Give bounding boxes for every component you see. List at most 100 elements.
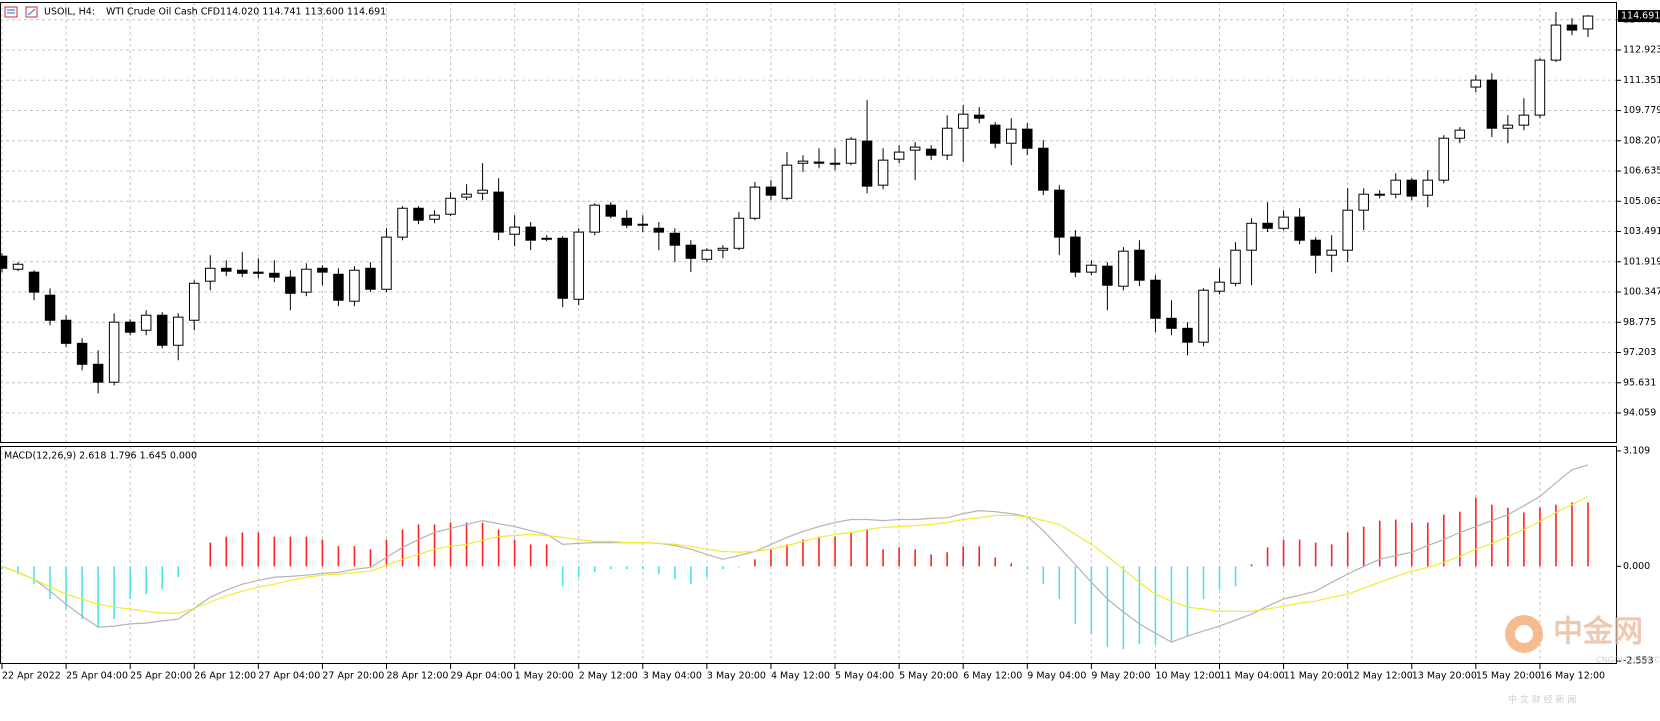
y-tick-label: 109.779 [1623, 105, 1660, 116]
x-tick-label: 26 Apr 12:00 [194, 671, 256, 682]
candle-body [685, 244, 697, 259]
ohlc: 114.020 114.741 113.600 114.691 [220, 7, 386, 18]
candle-body [349, 269, 360, 302]
candle-body [493, 191, 504, 233]
candle-body [365, 267, 376, 290]
macd-line [1, 495, 1589, 614]
candle-body [445, 197, 456, 215]
candle-body [893, 151, 905, 160]
x-tick-label: 1 May 20:00 [515, 671, 574, 682]
candle-body [749, 186, 761, 219]
candle-body [1326, 249, 1337, 256]
candle-body [1550, 24, 1562, 61]
candle-body [1, 255, 8, 269]
candle-body [1166, 317, 1177, 329]
candle-body [1134, 249, 1145, 281]
candle-body [957, 113, 969, 129]
y-tick-label: 0.000 [1623, 561, 1650, 572]
candle-body [637, 223, 649, 226]
axes: 22 Apr 2022 25 Apr 04:00 25 Apr 20:00 26 Ap… [1, 10, 1660, 682]
x-tick-label: 5 May 20:00 [899, 671, 958, 682]
candle-body [317, 267, 328, 273]
candle-body [1214, 281, 1225, 292]
candle-body [1390, 179, 1401, 195]
candle-body [381, 236, 392, 290]
candle-body [717, 247, 729, 251]
candle-body [285, 276, 296, 294]
x-tick-label: 3 May 04:00 [643, 671, 702, 682]
x-tick-label: 28 Apr 12:00 [386, 671, 448, 682]
x-tick-label: 16 May 12:00 [1540, 671, 1605, 682]
candle-body [108, 321, 120, 383]
candle-body [589, 204, 600, 233]
candle-body [1342, 209, 1353, 251]
candle-body [1070, 236, 1081, 273]
candle-body [1086, 264, 1097, 273]
candle-body [1566, 24, 1578, 31]
y-tick-label: 100.347 [1623, 287, 1660, 298]
candle-body [877, 159, 889, 186]
candle-body [124, 321, 136, 333]
x-tick-label: 5 May 04:00 [835, 671, 894, 682]
candle-body [1406, 179, 1418, 197]
candle-body [237, 269, 248, 274]
candle-body [989, 124, 1001, 144]
candle-body [1582, 15, 1594, 30]
candle-body [669, 232, 681, 246]
y-tick-label: -2.553 [1623, 656, 1654, 667]
candle-body [525, 226, 536, 241]
candle-body [60, 319, 72, 344]
logo [1515, 625, 1533, 643]
icon [27, 8, 36, 16]
candle-body [76, 342, 88, 365]
candle-body [92, 363, 104, 383]
y-tick-label: 94.059 [1623, 408, 1656, 419]
candle-body [797, 160, 809, 164]
x-tick-label: 22 Apr 2022 [2, 671, 61, 682]
candle-body [781, 164, 793, 199]
x-tick-label: 9 May 20:00 [1091, 671, 1150, 682]
macd-panel-border [0, 446, 1617, 664]
candle-body [1054, 189, 1065, 238]
candle-body [397, 207, 408, 238]
candle-body [12, 263, 24, 270]
watermark: 中金网 CNGOLD.COM.CN 中 文 财 经 新 闻 [1505, 615, 1660, 706]
candle-body [413, 207, 424, 221]
candle-body [1438, 137, 1450, 181]
candle-body [140, 314, 152, 331]
y-tick-label: 103.491 [1623, 226, 1660, 237]
candle-body [765, 186, 777, 196]
candle-body [925, 148, 937, 156]
x-tick-label: 4 May 12:00 [771, 671, 830, 682]
candle-body [1294, 216, 1305, 241]
candle-body [1310, 239, 1321, 256]
candle-body [156, 314, 168, 346]
x-tick-label: 25 Apr 04:00 [66, 671, 128, 682]
candle-body [461, 193, 472, 198]
candle-body [605, 204, 617, 217]
candle-body [909, 146, 921, 151]
candle-body [733, 217, 745, 249]
candle-body [1470, 79, 1482, 88]
y-tick-label: 101.919 [1623, 256, 1660, 267]
x-tick-label: 2 May 12:00 [579, 671, 638, 682]
candle-body [541, 237, 552, 240]
candle-body [1358, 193, 1369, 211]
candle-body [1006, 128, 1017, 144]
x-tick-label: 15 May 20:00 [1476, 671, 1541, 682]
candle-body [1374, 193, 1385, 196]
brand: 中金网 [1553, 615, 1643, 650]
x-tick-label: 13 May 20:00 [1412, 671, 1477, 682]
x-tick-label: 11 May 20:00 [1284, 671, 1349, 682]
candle-body [829, 162, 841, 165]
x-tick-label: 6 May 12:00 [963, 671, 1022, 682]
candle-body [269, 272, 280, 278]
candle-body [1246, 222, 1257, 251]
symbol: USOIL, H4: [44, 7, 95, 18]
candle-body [1150, 279, 1161, 319]
candle-body [1182, 327, 1193, 343]
candle-body [44, 294, 56, 321]
candle-body [509, 226, 520, 235]
candle-body [172, 316, 184, 346]
